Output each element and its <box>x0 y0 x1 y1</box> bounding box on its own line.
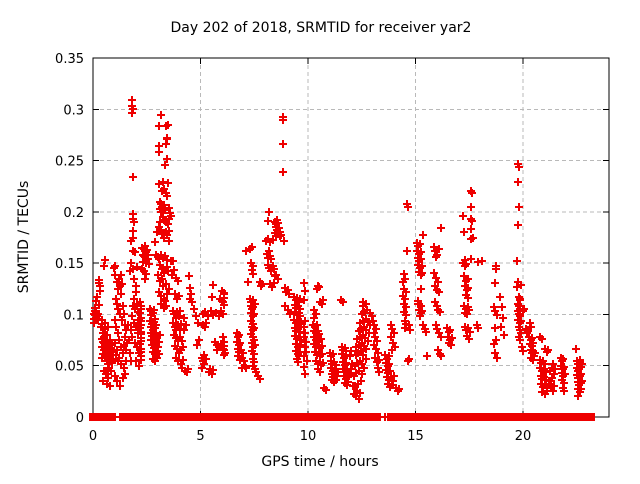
baseline-segment <box>89 413 102 421</box>
y-tick-label: 0 <box>76 411 84 426</box>
baseline-segment <box>316 413 357 421</box>
baseline-segment <box>293 413 312 421</box>
baseline-segment <box>386 413 411 421</box>
baseline-segment <box>538 413 563 421</box>
y-tick-labels: 0 0.05 0.1 0.15 0.2 0.25 0.3 0.35 <box>55 52 84 426</box>
baseline-segment <box>119 413 136 421</box>
data-points <box>90 96 586 403</box>
baseline-segment <box>99 413 116 421</box>
baseline-segment <box>351 413 380 421</box>
baseline-segment <box>566 413 595 421</box>
y-tick-label: 0.3 <box>63 103 84 118</box>
baseline-single-markers <box>96 413 474 421</box>
chart-title: Day 202 of 2018, SRMTID for receiver yar… <box>171 20 472 36</box>
baseline-segment <box>250 413 288 421</box>
x-tick-label: 15 <box>407 429 424 444</box>
y-tick-label: 0.2 <box>63 206 84 221</box>
baseline-segment <box>130 413 160 421</box>
x-axis-label: GPS time / hours <box>261 454 378 470</box>
y-tick-label: 0.15 <box>55 257 84 272</box>
y-tick-label: 0.1 <box>63 308 84 323</box>
scatter-plus-markers <box>90 96 586 403</box>
x-tick-label: 20 <box>515 429 532 444</box>
baseline-segment <box>497 413 546 421</box>
baseline-segment <box>202 413 242 421</box>
baseline-segment <box>182 413 208 421</box>
baseline-segment <box>305 413 323 421</box>
baseline-zero-band <box>89 413 595 421</box>
x-tick-label: 5 <box>196 429 204 444</box>
x-tick-label: 0 <box>89 429 97 444</box>
x-tick-label: 10 <box>300 429 317 444</box>
x-tick-labels: 0 5 10 15 20 <box>89 429 531 444</box>
baseline-segment <box>155 413 185 421</box>
y-axis-label: SRMTID / TECUs <box>16 181 32 294</box>
baseline-segment <box>557 413 572 421</box>
baseline-segment <box>405 413 441 421</box>
baseline-segment <box>468 413 504 421</box>
axis-labels: Day 202 of 2018, SRMTID for receiver yar… <box>16 20 471 470</box>
y-tick-label: 0.25 <box>55 155 84 170</box>
y-tick-label: 0.35 <box>55 52 84 67</box>
y-tick-label: 0.05 <box>55 360 84 375</box>
baseline-segment <box>280 413 300 421</box>
baseline-segment <box>236 413 257 421</box>
baseline-segment <box>434 413 472 421</box>
